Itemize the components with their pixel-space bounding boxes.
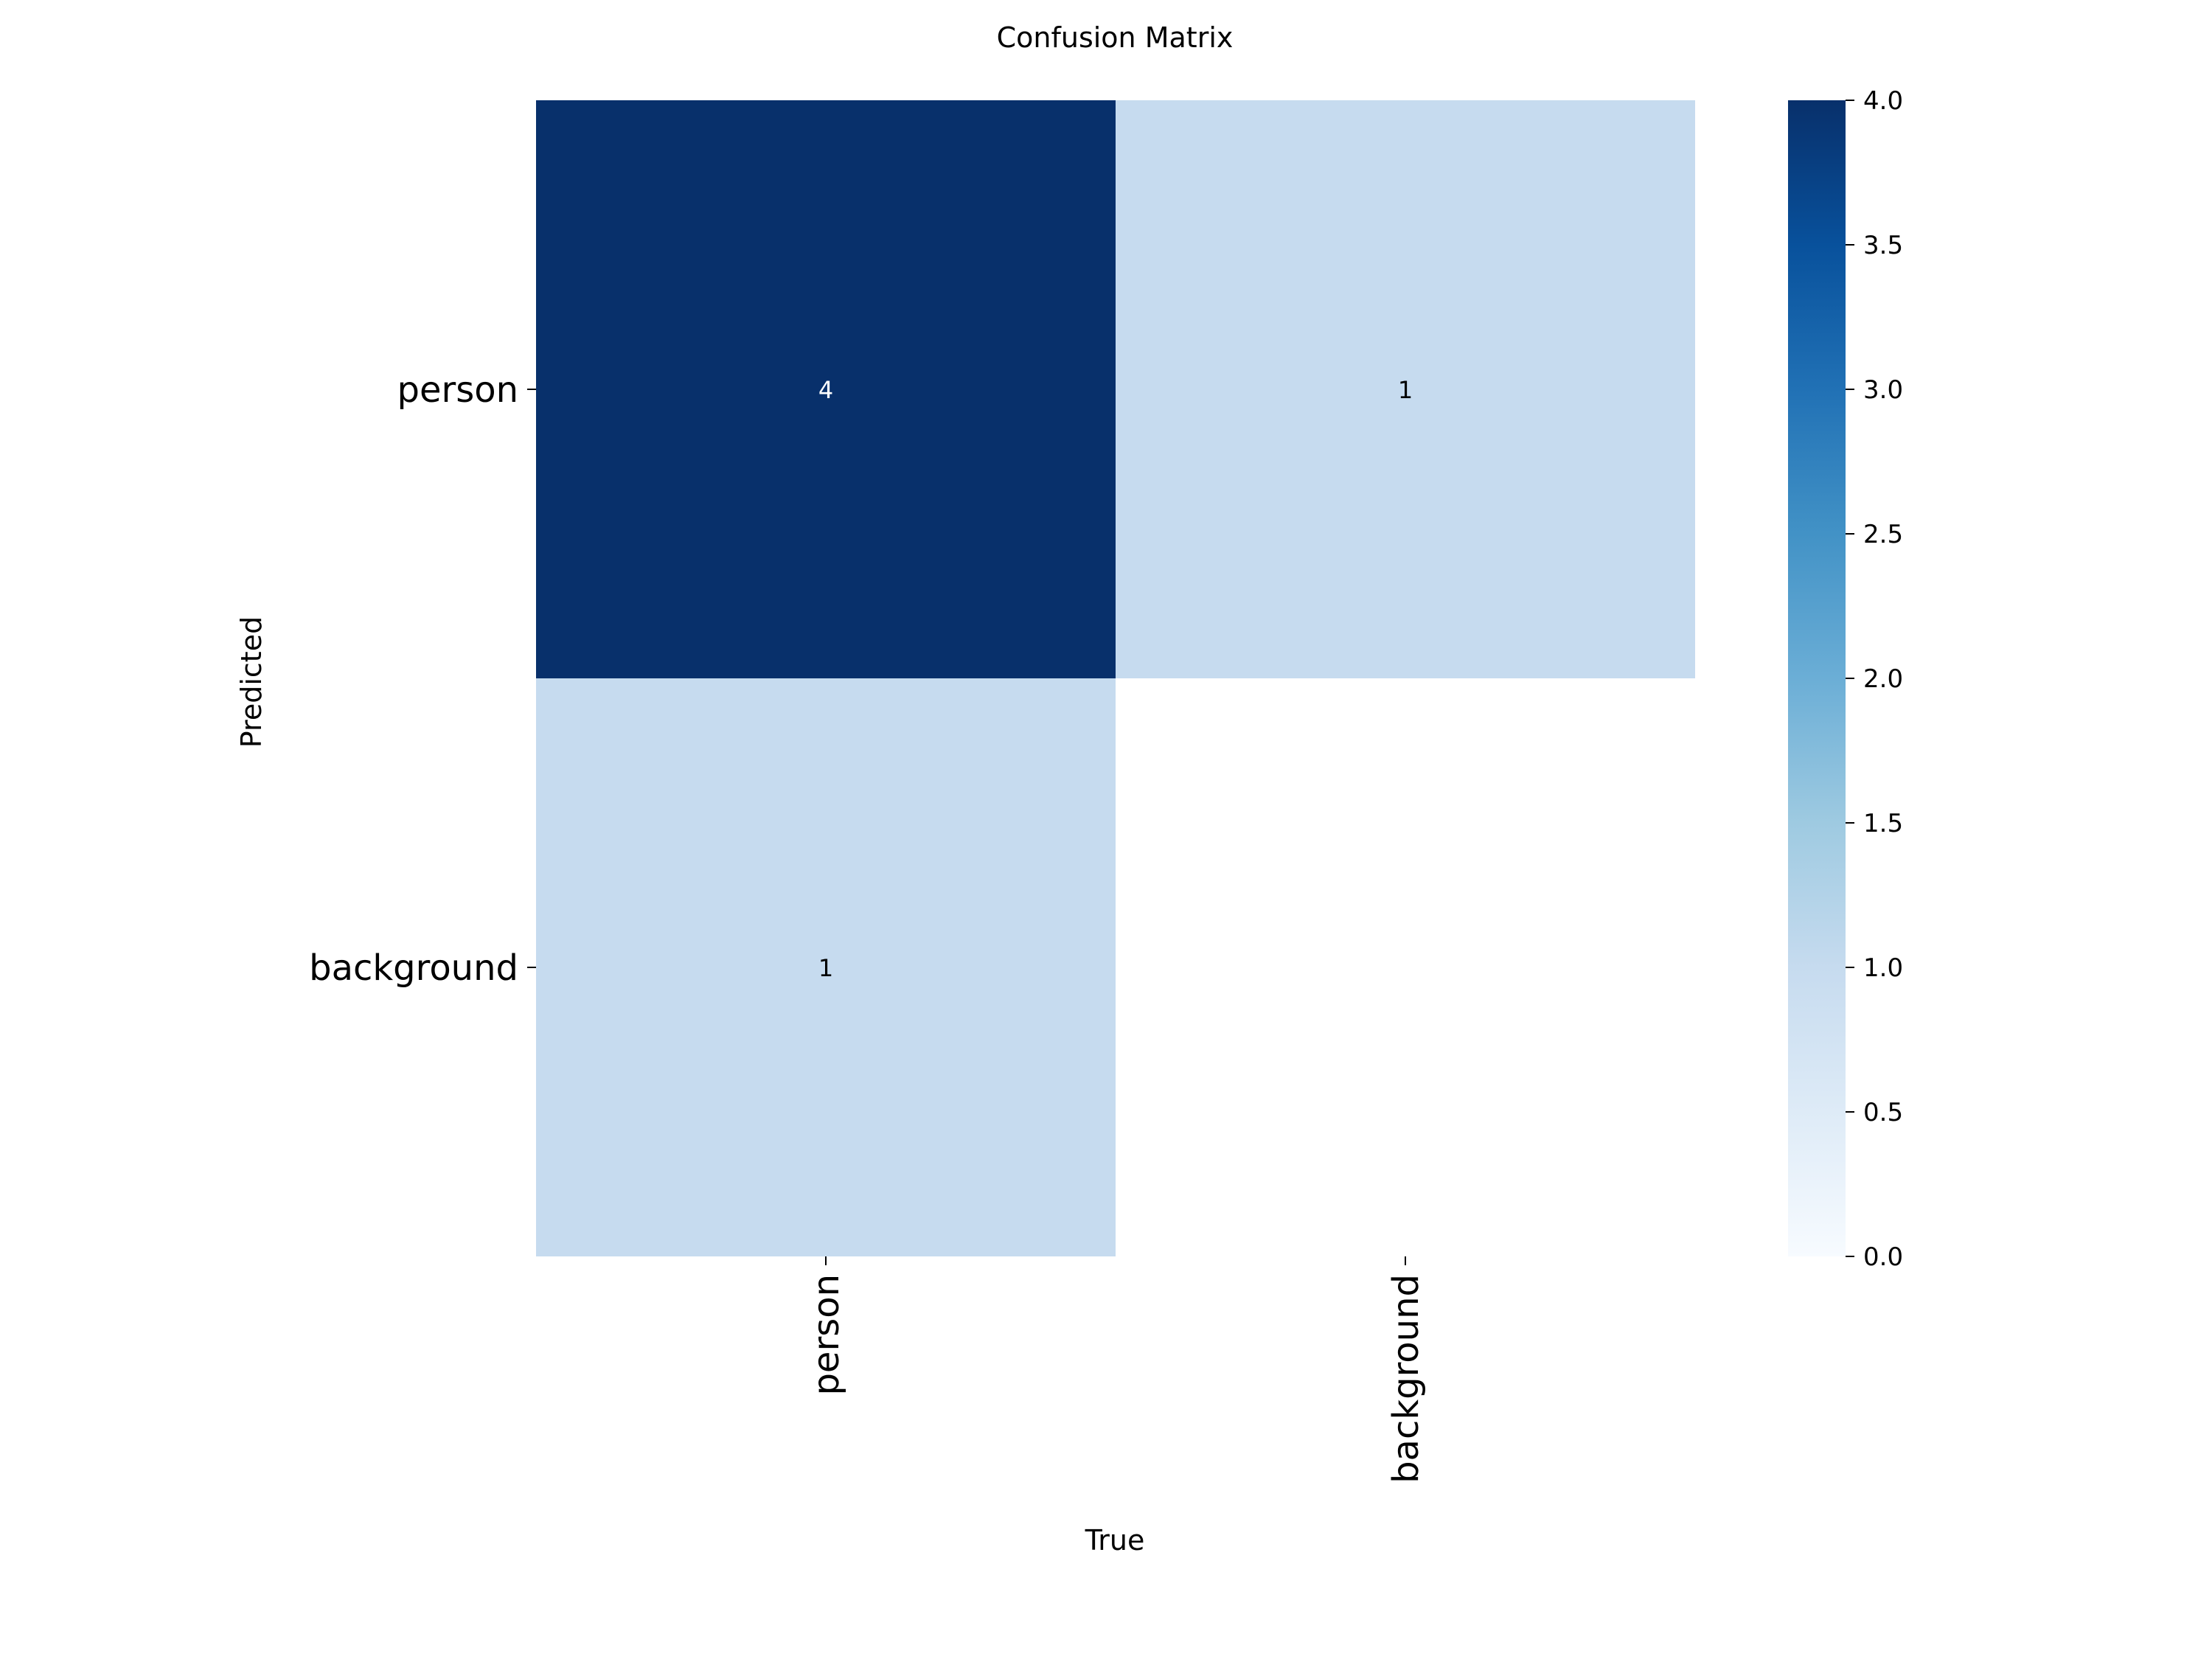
colorbar-tick-label: 0.0 [1863,1242,1903,1272]
heatmap-cell-label: 1 [1398,376,1413,404]
colorbar-tick-label: 2.5 [1863,520,1903,549]
colorbar-tick-label: 4.0 [1863,86,1903,116]
colorbar-ticks: 0.0 0.5 1.0 1.5 2.0 2.5 3.0 3.5 4.0 [1846,86,1903,1272]
heatmap-cells [536,100,1695,1256]
colorbar-tick-label: 1.0 [1863,953,1903,983]
colorbar-tick-label: 0.5 [1863,1098,1903,1127]
y-axis-ticks: person background [309,369,536,989]
chart-title: Confusion Matrix [997,21,1234,54]
heatmap-cell-labels: 4 1 1 [818,376,1413,982]
colorbar-tick-label: 1.5 [1863,809,1903,838]
y-axis-label: Predicted [235,616,268,748]
heatmap-cell [536,100,1116,678]
colorbar-tick-label: 2.0 [1863,664,1903,694]
colorbar-tick-label: 3.5 [1863,231,1903,260]
y-tick-label: background [309,947,518,989]
colorbar [1788,100,1846,1256]
heatmap-cell-label: 1 [818,954,833,982]
heatmap-cell-label: 4 [818,376,833,404]
x-tick-label: person [806,1274,847,1396]
x-axis-label: True [1085,1524,1145,1557]
heatmap-cell [536,678,1116,1256]
colorbar-tick-label: 3.0 [1863,375,1903,405]
heatmap-cell [1116,100,1695,678]
y-tick-label: person [397,369,518,411]
x-axis-ticks: person background [806,1256,1427,1484]
x-tick-label: background [1385,1274,1427,1484]
